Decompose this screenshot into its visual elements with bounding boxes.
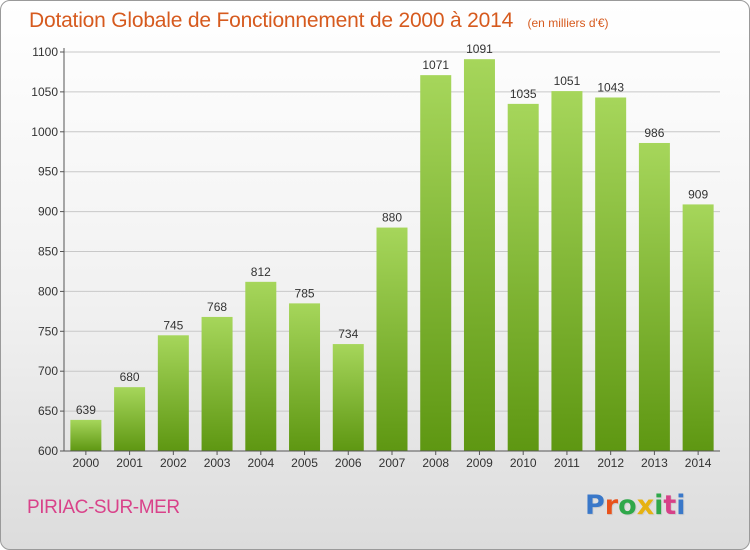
y-tick-label: 1100: [32, 45, 58, 59]
y-tick-label: 750: [38, 324, 58, 338]
y-tick-label: 650: [38, 404, 58, 418]
brand-letter: x: [636, 490, 655, 521]
x-tick-label-2008: 2008: [422, 456, 449, 470]
bar-2012: [595, 97, 627, 452]
y-tick-label: 700: [38, 364, 58, 378]
bar-2000: [70, 419, 102, 451]
bar-2005: [289, 303, 321, 451]
x-tick-label-2009: 2009: [466, 456, 493, 470]
data-label-2008: 1071: [422, 58, 449, 72]
y-tick-label: 1050: [31, 85, 58, 99]
bar-2008: [420, 75, 452, 451]
bar-2011: [551, 91, 583, 452]
labels-layer: 600 650 700 750 800 850 900 950 1000 1050 1100 639 2…: [31, 42, 712, 470]
data-label-2006: 734: [338, 327, 358, 341]
brand-letter: r: [604, 490, 619, 521]
bar-2004: [245, 281, 277, 451]
brand-letter: o: [618, 490, 637, 521]
y-tick-label: 850: [38, 245, 58, 259]
x-tick-label-2006: 2006: [335, 456, 362, 470]
bar-2007: [376, 227, 408, 451]
bar-2002: [157, 335, 189, 451]
bar-2010: [507, 103, 539, 452]
bar-2009: [463, 59, 495, 451]
data-label-2005: 785: [295, 286, 315, 300]
bar-2013: [638, 142, 670, 452]
data-label-2000: 639: [76, 403, 96, 417]
x-tick-label-2005: 2005: [291, 456, 318, 470]
x-tick-label-2011: 2011: [554, 456, 580, 470]
bar-2014: [682, 204, 714, 451]
brand-letter: P: [585, 490, 605, 521]
bar-2001: [114, 387, 146, 451]
y-tick-label: 950: [38, 165, 58, 179]
y-tick-label: 1000: [31, 125, 58, 139]
x-tick-label-2003: 2003: [204, 456, 231, 470]
x-tick-label-2001: 2001: [116, 456, 143, 470]
title-row: Dotation Globale de Fonctionnement de 20…: [29, 9, 609, 33]
x-tick-label-2013: 2013: [641, 456, 668, 470]
x-tick-label-2004: 2004: [247, 456, 274, 470]
data-label-2013: 986: [644, 126, 664, 140]
location-label: PIRIAC-SUR-MER: [27, 497, 180, 518]
x-tick-label-2012: 2012: [597, 456, 624, 470]
x-tick-label-2000: 2000: [73, 456, 100, 470]
data-label-2004: 812: [251, 265, 271, 279]
y-tick-label: 900: [38, 205, 58, 219]
brand-logo: Proxiti: [585, 490, 686, 521]
bars-layer: [70, 59, 714, 452]
data-label-2007: 880: [382, 211, 402, 225]
data-label-2014: 909: [688, 187, 708, 201]
x-tick-label-2007: 2007: [379, 456, 406, 470]
brand-letter: t: [663, 490, 677, 521]
data-label-2001: 680: [120, 370, 140, 384]
data-label-2003: 768: [207, 300, 227, 314]
data-label-2012: 1043: [597, 80, 624, 94]
chart-title: Dotation Globale de Fonctionnement de 20…: [29, 9, 514, 32]
x-tick-label-2002: 2002: [160, 456, 187, 470]
axis-layer: [60, 48, 720, 455]
x-tick-label-2010: 2010: [510, 456, 537, 470]
y-tick-label: 800: [38, 284, 58, 298]
brand-letter: i: [676, 490, 686, 521]
data-label-2009: 1091: [466, 42, 493, 56]
x-tick-label-2014: 2014: [685, 456, 712, 470]
data-label-2011: 1051: [554, 74, 581, 88]
data-label-2010: 1035: [510, 87, 537, 101]
bar-2003: [201, 316, 233, 451]
data-label-2002: 745: [163, 318, 183, 332]
bar-2006: [332, 344, 364, 451]
chart-subtitle: (en milliers d'€): [527, 16, 609, 30]
brand-letter: i: [654, 490, 664, 521]
y-tick-label: 600: [38, 444, 58, 458]
